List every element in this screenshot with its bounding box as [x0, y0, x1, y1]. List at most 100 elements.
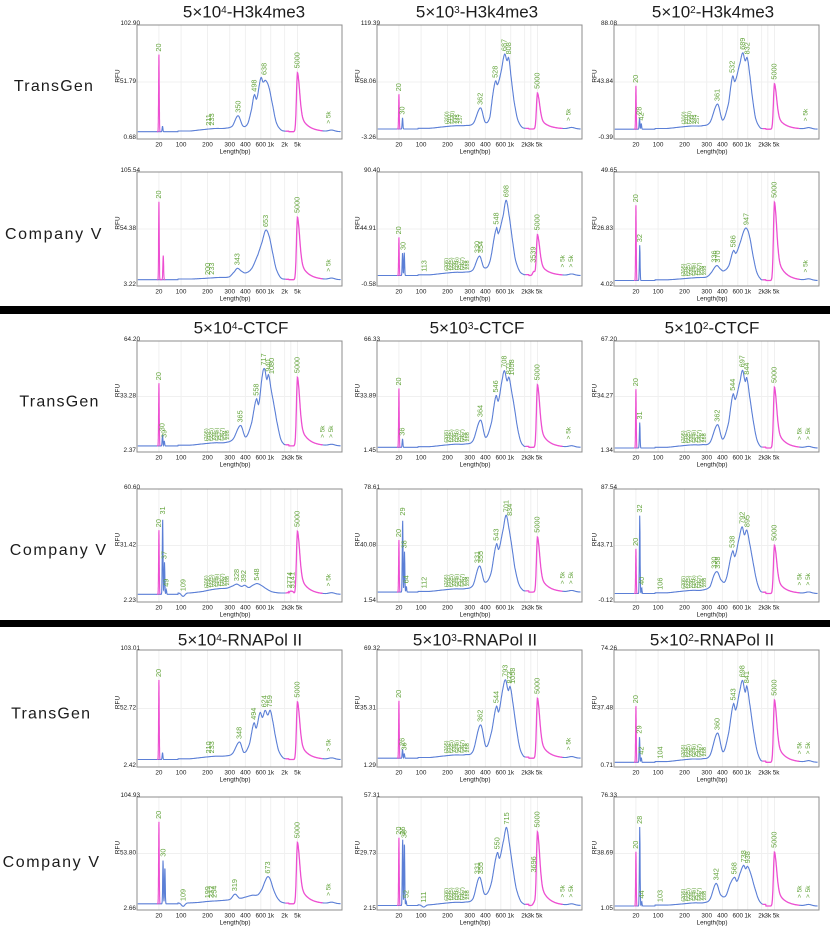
svg-text:5000: 5000: [770, 182, 779, 198]
svg-text:236: 236: [212, 578, 218, 587]
svg-text:336: 336: [710, 250, 719, 262]
svg-text:278: 278: [700, 433, 706, 442]
svg-text:Length(bp): Length(bp): [220, 461, 251, 468]
svg-text:32: 32: [635, 234, 644, 242]
svg-text:100: 100: [416, 289, 427, 296]
svg-text:2.42: 2.42: [124, 762, 137, 769]
svg-text:400: 400: [240, 455, 251, 462]
svg-text:Company V: Company V: [10, 542, 108, 559]
svg-text:(220): (220): [687, 111, 693, 124]
svg-text:793: 793: [501, 665, 510, 677]
svg-text:5000: 5000: [770, 63, 779, 79]
svg-text:1k: 1k: [744, 142, 752, 149]
svg-text:873: 873: [505, 671, 514, 683]
svg-text:5k: 5k: [294, 289, 302, 296]
svg-text:5×103-H3k4me3: 5×103-H3k4me3: [416, 3, 538, 22]
svg-text:109: 109: [178, 889, 187, 901]
svg-text:715: 715: [502, 812, 511, 824]
svg-text:245: 245: [692, 115, 698, 124]
svg-text:1.45: 1.45: [364, 447, 377, 454]
svg-text:832: 832: [743, 42, 752, 54]
svg-text:600: 600: [495, 455, 506, 462]
svg-text:5000: 5000: [533, 364, 542, 380]
svg-text:3k: 3k: [527, 770, 535, 777]
svg-text:210: 210: [684, 115, 690, 124]
svg-text:361: 361: [713, 89, 722, 101]
svg-text:600: 600: [732, 770, 743, 777]
svg-text:2k: 2k: [521, 142, 529, 149]
svg-text:44.91: 44.91: [360, 225, 376, 232]
svg-text:105.54: 105.54: [120, 167, 140, 174]
svg-text:300: 300: [224, 455, 235, 462]
svg-text:300: 300: [464, 455, 475, 462]
svg-text:43.71: 43.71: [597, 542, 613, 549]
svg-text:3k: 3k: [764, 289, 772, 296]
svg-text:257: 257: [217, 431, 223, 440]
svg-text:RFU: RFU: [355, 69, 362, 83]
svg-text:30: 30: [158, 849, 167, 857]
svg-text:257: 257: [457, 433, 463, 442]
svg-text:1k: 1k: [267, 289, 275, 296]
svg-text:5k: 5k: [296, 455, 304, 462]
svg-text:> 5k: > 5k: [560, 571, 567, 584]
svg-text:TransGen: TransGen: [19, 394, 99, 411]
svg-text:300: 300: [224, 289, 235, 296]
svg-text:278: 278: [463, 743, 469, 752]
svg-text:200: 200: [679, 770, 690, 777]
svg-text:738: 738: [739, 850, 748, 862]
svg-text:> 5k: > 5k: [326, 883, 333, 896]
svg-text:210: 210: [204, 741, 213, 753]
svg-text:2k: 2k: [281, 142, 289, 149]
svg-text:278: 278: [223, 431, 229, 440]
svg-text:2k: 2k: [521, 770, 529, 777]
svg-text:362: 362: [476, 93, 485, 105]
svg-text:215: 215: [207, 432, 213, 441]
svg-text:> 5k: > 5k: [568, 254, 575, 267]
svg-text:5×104-RNAPol II: 5×104-RNAPol II: [178, 631, 302, 650]
svg-text:300: 300: [701, 289, 712, 296]
svg-text:> 5k: > 5k: [326, 573, 333, 586]
svg-text:544: 544: [728, 379, 737, 391]
svg-text:100: 100: [416, 913, 427, 920]
svg-text:792: 792: [738, 512, 747, 524]
svg-text:288: 288: [465, 260, 471, 269]
svg-text:215: 215: [447, 433, 453, 442]
svg-text:236: 236: [452, 891, 458, 900]
svg-text:215: 215: [684, 892, 690, 901]
svg-text:34.27: 34.27: [597, 393, 613, 400]
svg-text:3696: 3696: [529, 856, 538, 872]
svg-text:76.33: 76.33: [601, 792, 617, 799]
svg-text:400: 400: [717, 289, 728, 296]
svg-text:-0.39: -0.39: [598, 134, 613, 141]
svg-text:300: 300: [464, 913, 475, 920]
svg-text:5000: 5000: [533, 214, 542, 230]
svg-text:600: 600: [255, 289, 266, 296]
svg-text:(225): (225): [686, 744, 692, 757]
svg-text:Length(bp): Length(bp): [220, 611, 251, 618]
svg-text:200: 200: [679, 289, 690, 296]
svg-text:400: 400: [240, 605, 251, 612]
svg-text:1.29: 1.29: [364, 762, 377, 769]
svg-text:RFU: RFU: [355, 384, 362, 398]
svg-text:(225): (225): [449, 429, 455, 442]
svg-text:3k: 3k: [527, 289, 535, 296]
svg-text:29: 29: [635, 725, 644, 733]
svg-text:(246): (246): [215, 574, 221, 587]
svg-text:RFU: RFU: [592, 696, 599, 710]
svg-text:36: 36: [398, 428, 407, 436]
svg-text:350: 350: [233, 101, 242, 113]
svg-text:2k: 2k: [758, 913, 766, 920]
svg-text:100: 100: [416, 770, 427, 777]
svg-text:2.37: 2.37: [124, 447, 137, 454]
svg-text:600: 600: [732, 142, 743, 149]
svg-text:278: 278: [463, 891, 469, 900]
svg-text:53.80: 53.80: [120, 850, 136, 857]
svg-text:3k: 3k: [287, 605, 295, 612]
svg-text:100: 100: [416, 455, 427, 462]
svg-text:30: 30: [398, 106, 407, 114]
svg-text:> 5k: > 5k: [560, 884, 567, 897]
svg-text:5k: 5k: [536, 913, 544, 920]
svg-text:1k: 1k: [507, 770, 515, 777]
svg-text:Length(bp): Length(bp): [697, 148, 728, 155]
svg-text:211: 211: [204, 114, 213, 126]
